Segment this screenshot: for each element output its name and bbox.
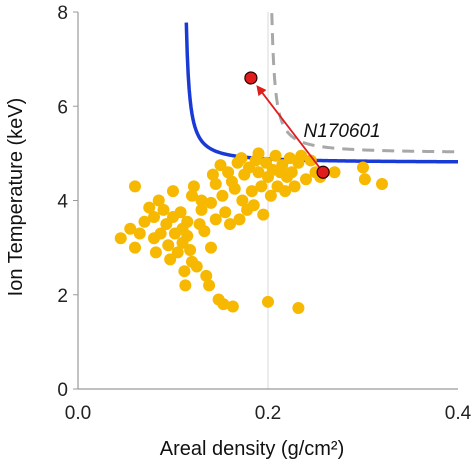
data-point <box>247 199 260 212</box>
x-tick-label: 0.2 <box>255 403 281 424</box>
data-point <box>236 194 249 207</box>
data-point <box>224 218 236 231</box>
data-point <box>203 279 216 292</box>
data-point <box>264 189 277 202</box>
data-point <box>288 180 301 193</box>
data-point <box>255 180 268 193</box>
data-point <box>300 173 312 186</box>
data-point <box>205 196 217 209</box>
data-point <box>149 246 162 259</box>
data-point <box>154 227 167 240</box>
x-tick-label: 0.4 <box>445 403 472 424</box>
data-point <box>328 166 341 179</box>
data-point <box>164 253 177 266</box>
data-point <box>358 173 371 186</box>
data-point <box>187 180 200 193</box>
data-point <box>129 241 141 254</box>
data-point <box>171 246 184 259</box>
theory-curves <box>184 13 459 164</box>
data-point <box>124 222 137 235</box>
data-point <box>235 152 248 165</box>
x-tick-label: 0.0 <box>65 403 91 424</box>
data-point <box>357 161 369 174</box>
data-point <box>245 185 258 198</box>
data-point <box>269 149 282 162</box>
data-point <box>295 149 308 162</box>
data-point <box>157 203 170 216</box>
tick-labels: 0.0 0.2 0.4 0 2 4 6 8 <box>57 3 471 424</box>
data-point <box>262 295 274 308</box>
shot-annotation: N170601 <box>304 121 381 142</box>
shot-point-before <box>316 165 330 179</box>
arrow-line <box>260 90 324 173</box>
data-point <box>233 213 246 226</box>
data-point <box>304 154 317 167</box>
arrow-annotation <box>244 71 330 179</box>
data-point <box>190 260 203 273</box>
data-point <box>205 241 217 254</box>
data-points <box>114 147 388 314</box>
data-point <box>198 225 211 238</box>
x-axis-title: Areal density (g/cm²) <box>160 438 345 460</box>
data-point <box>285 166 298 179</box>
data-point <box>292 301 305 314</box>
data-point <box>209 178 222 191</box>
data-point <box>222 166 235 179</box>
data-point <box>376 178 388 191</box>
y-tick-label: 4 <box>57 192 68 213</box>
data-point <box>200 269 213 282</box>
data-point <box>133 227 146 240</box>
data-point <box>257 208 270 221</box>
data-point <box>195 194 208 207</box>
data-point <box>143 201 156 214</box>
data-point <box>181 215 194 228</box>
y-tick-label: 6 <box>57 97 68 118</box>
data-point <box>129 180 141 193</box>
data-point <box>279 185 292 198</box>
y-tick-label: 8 <box>57 3 68 24</box>
data-point <box>114 232 127 245</box>
data-point <box>228 182 241 195</box>
data-point <box>186 189 198 202</box>
axes <box>73 11 458 390</box>
shot-point-after <box>244 71 258 85</box>
data-point <box>174 206 187 219</box>
arrow-head <box>256 85 267 97</box>
data-point <box>206 168 219 181</box>
data-point <box>216 189 229 202</box>
data-point <box>217 298 230 311</box>
data-point <box>148 210 160 223</box>
data-point <box>179 279 192 292</box>
data-point <box>252 147 265 160</box>
data-point <box>226 300 239 313</box>
data-point <box>138 215 151 228</box>
y-tick-label: 2 <box>57 286 68 307</box>
data-point <box>276 159 289 172</box>
data-point <box>252 166 265 179</box>
data-point <box>195 203 208 216</box>
data-point <box>214 159 227 172</box>
dashed-curve <box>270 13 459 154</box>
data-point <box>152 194 165 207</box>
data-point <box>167 185 179 198</box>
y-tick-label: 0 <box>57 380 68 401</box>
data-point <box>162 239 175 252</box>
data-point <box>209 213 222 226</box>
data-point <box>184 243 197 256</box>
data-point <box>178 265 191 278</box>
y-axis-title: Ion Temperature (keV) <box>5 98 27 297</box>
solid-curve <box>184 22 458 164</box>
data-point <box>219 206 232 219</box>
data-point <box>181 229 194 242</box>
